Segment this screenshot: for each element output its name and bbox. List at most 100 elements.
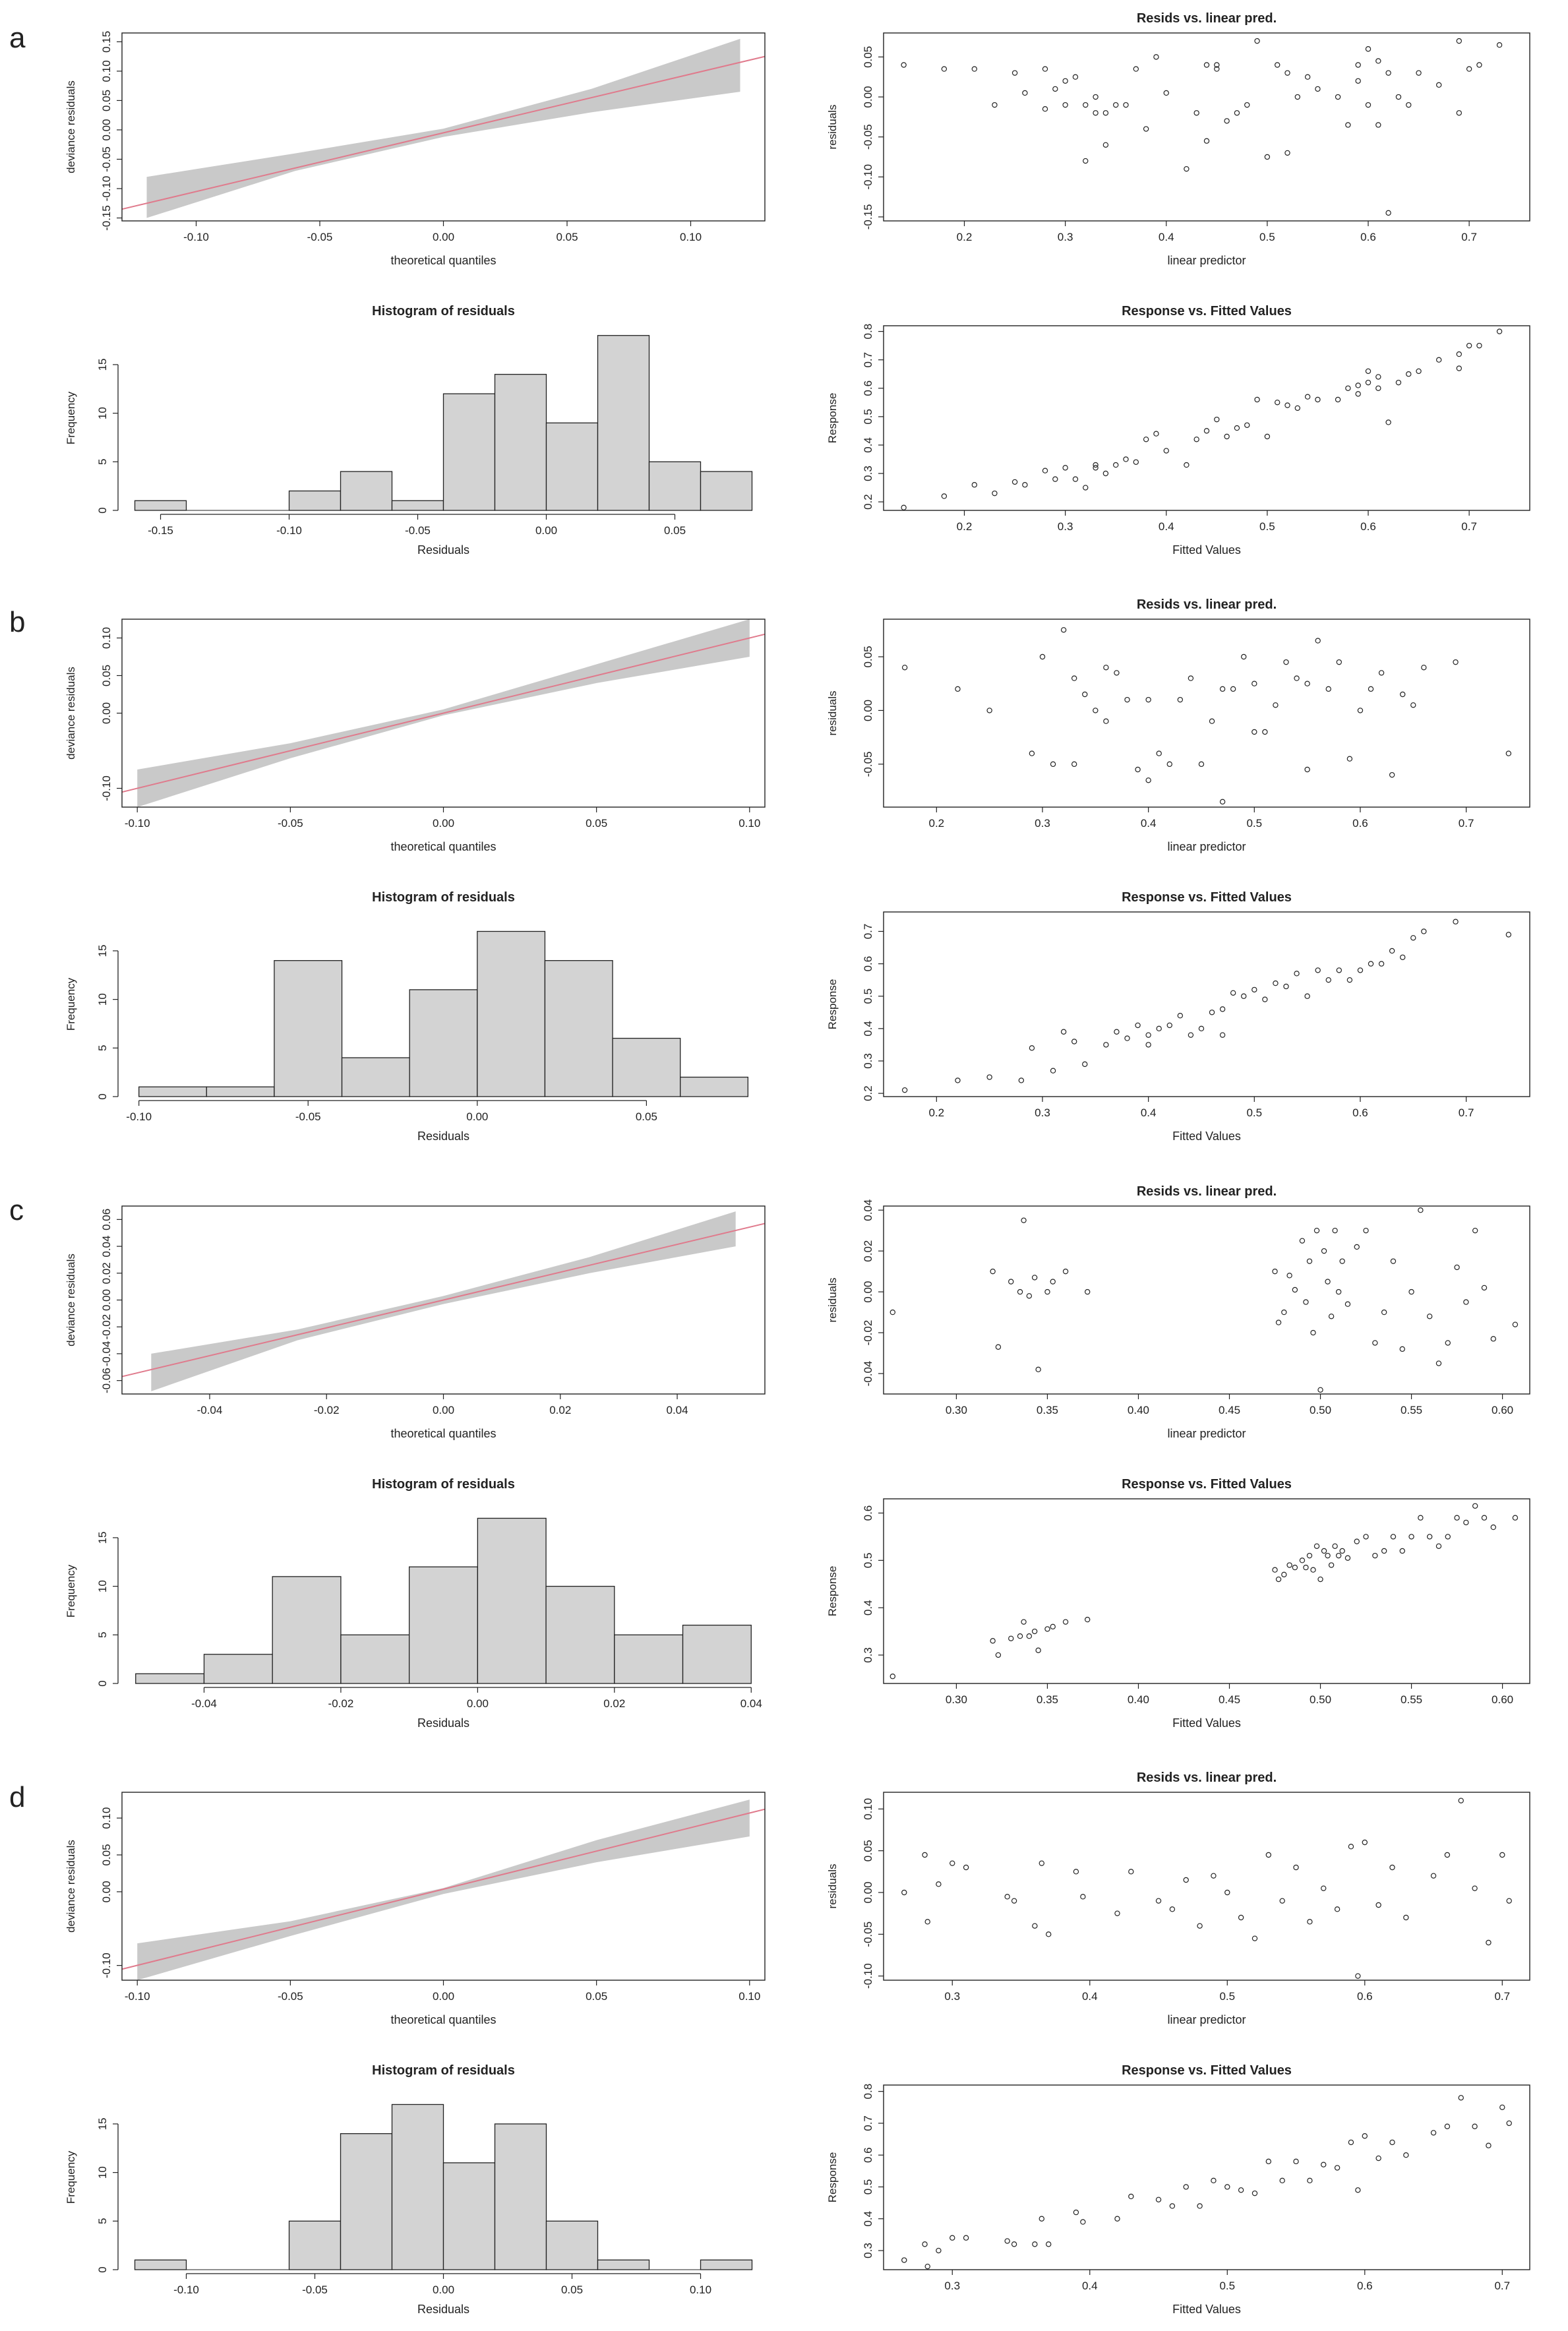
data-point: [941, 493, 948, 499]
data-point: [1071, 675, 1077, 681]
hist-bar: [288, 2220, 342, 2270]
data-point: [1375, 1902, 1381, 1908]
x-tick-label: 0.7: [1461, 231, 1477, 243]
data-point: [955, 1077, 961, 1083]
data-point: [1050, 1623, 1056, 1630]
data-point: [1211, 2177, 1217, 2184]
data-point: [936, 1881, 942, 1887]
data-point: [1017, 1633, 1023, 1639]
data-point: [992, 490, 998, 497]
data-point: [1155, 1898, 1162, 1904]
data-point: [1039, 653, 1046, 660]
data-point: [1354, 1244, 1360, 1250]
confidence-band: [151, 1211, 736, 1391]
data-point: [1071, 1039, 1077, 1044]
data-point: [1102, 142, 1109, 148]
data-point: [1476, 62, 1482, 68]
data-point: [1317, 1387, 1323, 1393]
data-point: [1145, 696, 1151, 703]
data-point: [924, 1919, 930, 1925]
y-tick-label: 0.6: [862, 380, 874, 396]
hist-bar: [340, 2133, 393, 2270]
data-point: [1219, 686, 1226, 692]
data-point: [1357, 967, 1364, 973]
data-point: [1241, 653, 1247, 660]
y-tick-label: -0.10: [100, 176, 113, 202]
hist-bar: [288, 490, 342, 511]
x-tick-label: -0.10: [125, 1990, 150, 2003]
reference-line: [121, 1223, 766, 1377]
data-point: [1262, 996, 1268, 1002]
y-axis-label: Frequency: [65, 391, 77, 444]
hist-bar: [203, 1654, 273, 1684]
x-tick-label: 0.6: [1352, 817, 1368, 830]
data-point: [1335, 396, 1341, 403]
plot-b-scatter: Resids vs. linear pred. 0.2 0.3 0.4 0.5 0.6 0.…: [826, 597, 1530, 853]
y-tick-label: -0.04: [100, 1341, 113, 1367]
y-axis-label: deviance residuals: [65, 1254, 77, 1347]
data-point: [1304, 993, 1310, 999]
data-point: [1193, 437, 1199, 442]
plot-frame: [883, 911, 1530, 1097]
data-point: [1313, 1543, 1320, 1549]
y-axis-label: Response: [826, 2152, 839, 2203]
data-point: [1123, 456, 1129, 462]
data-point: [890, 1674, 896, 1680]
hist-bar: [340, 1634, 410, 1684]
x-axis-label: Residuals: [417, 2303, 469, 2316]
data-point: [1022, 90, 1028, 96]
x-tick-label: 0.40: [1128, 1693, 1149, 1706]
x-tick-label: 0.3: [1058, 520, 1073, 533]
data-point: [1193, 110, 1199, 116]
x-tick-label: 0.35: [1037, 1404, 1058, 1416]
x-tick-label: -0.05: [302, 2284, 328, 2296]
data-point: [1197, 1923, 1203, 1929]
data-point: [901, 1087, 908, 1093]
data-point: [1335, 1552, 1342, 1559]
data-point: [1184, 462, 1190, 468]
data-point: [1044, 1288, 1050, 1295]
data-point: [1496, 42, 1503, 48]
x-tick-label: 0.6: [1357, 1990, 1373, 2003]
data-point: [1073, 2209, 1079, 2216]
x-tick-label: 0.2: [929, 1106, 945, 1119]
x-axis-label: Residuals: [417, 543, 469, 557]
data-point: [1052, 86, 1058, 92]
data-point: [1272, 1268, 1278, 1275]
data-point: [1203, 428, 1210, 434]
plot-b-scatter: Response vs. Fitted Values 0.2 0.3 0.4 0.5 0.…: [826, 890, 1530, 1143]
data-point: [1313, 1227, 1320, 1234]
x-tick-label: 0.05: [664, 524, 686, 537]
data-point: [1335, 94, 1341, 100]
data-point: [1133, 459, 1139, 465]
data-point: [1004, 1894, 1010, 1900]
data-point: [1304, 681, 1310, 686]
data-point: [901, 62, 907, 68]
plot-frame: [883, 619, 1530, 808]
data-point: [1346, 756, 1353, 762]
data-point: [1021, 1217, 1027, 1223]
data-point: [1355, 1973, 1361, 1979]
data-point: [1299, 1558, 1306, 1563]
y-tick-label: 0.10: [100, 1807, 113, 1829]
data-point: [1251, 986, 1257, 993]
data-point: [1454, 1515, 1460, 1521]
data-point: [1284, 70, 1290, 76]
y-tick-label: 5: [96, 1045, 109, 1051]
data-point: [1093, 110, 1099, 116]
y-tick-label: 15: [96, 358, 109, 371]
y-tick-label: -0.05: [862, 124, 874, 150]
data-point: [1286, 1562, 1292, 1568]
data-point: [1166, 1022, 1172, 1029]
x-tick-label: 0.10: [739, 817, 760, 830]
x-tick-label: 0.5: [1219, 2280, 1235, 2292]
x-tick-label: -0.02: [328, 1697, 354, 1710]
x-tick-label: 0.00: [433, 1404, 454, 1416]
data-point: [1060, 627, 1067, 633]
y-axis-label: residuals: [826, 104, 839, 149]
panel-label-b: b: [9, 606, 25, 638]
data-point: [1400, 691, 1406, 698]
data-point: [1123, 102, 1129, 108]
y-tick-label: 0.2: [862, 1085, 874, 1101]
y-tick-label: 0.7: [862, 352, 874, 368]
